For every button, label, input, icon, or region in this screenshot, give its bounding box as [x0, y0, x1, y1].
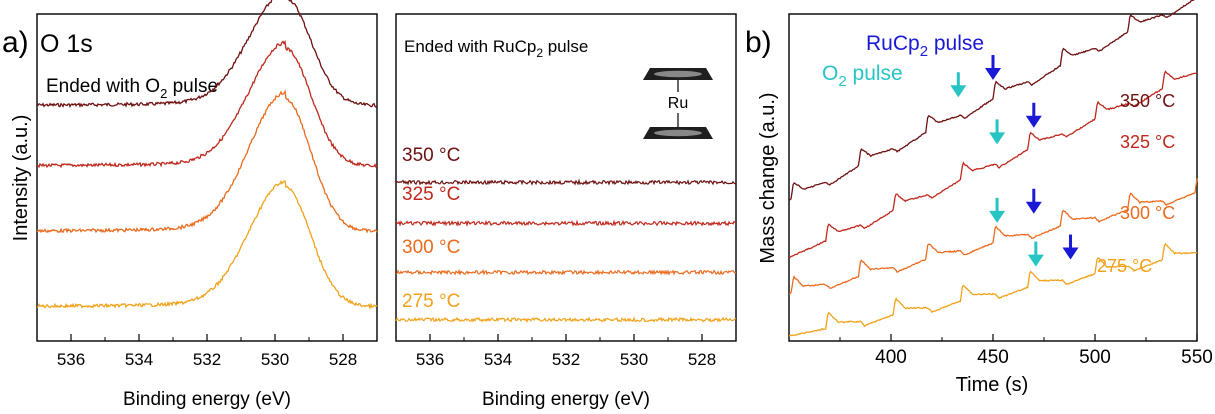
qcm-curve-350 [788, 0, 1195, 202]
qcm-curve-300 [789, 178, 1198, 295]
label-300-a2: 300 °C [402, 237, 460, 258]
panel-a1-xticks: 536 534 532 530 528 [36, 334, 378, 369]
panel-b: b) 400 450 500 550 RuCp2 pulse O2 pulse 350… [745, 0, 1213, 396]
qcm-curve-325 [788, 70, 1198, 259]
xtick-label: 528 [329, 350, 357, 369]
xtick-label: 532 [193, 350, 221, 369]
flat-curve-275 [395, 316, 737, 323]
panel-a2-xticks: 536 534 532 530 528 [395, 334, 737, 369]
panel-a-label: a) [2, 26, 29, 59]
xtick-label: 500 [1079, 347, 1111, 368]
ruthenocene-structure: Ru [643, 68, 713, 139]
label-325-b: 325 °C [1120, 132, 1175, 152]
flat-curve-350 [395, 178, 737, 186]
xtick-label: 534 [484, 350, 512, 369]
panel-a2-xlabel: Binding energy (eV) [482, 389, 650, 410]
cp-ring-bottom-center [654, 129, 702, 137]
xtick-label: 528 [688, 350, 716, 369]
pulse-arrow-head [1062, 247, 1079, 260]
pulse-arrow-head [985, 68, 1001, 81]
panel-b-xticks: 400 450 500 550 [839, 334, 1213, 368]
xtick-label: 532 [552, 350, 580, 369]
xps-curve-350 [36, 0, 378, 109]
panel-a1-title: Ended with O2 pulse [46, 76, 218, 101]
xtick-label: 550 [1181, 347, 1213, 368]
o2-pulse-annotation: O2 pulse [822, 62, 903, 90]
qcm-curve-275 [788, 242, 1198, 337]
pulse-arrow-head [1027, 254, 1044, 267]
panel-a1-ylabel: Intensity (a.u.) [10, 115, 32, 242]
xps-curve-275 [36, 179, 378, 310]
cp-ring-top-center [654, 70, 702, 78]
panel-b-curves [788, 0, 1198, 337]
pulse-arrow-head [950, 85, 967, 98]
xps-curve-325 [36, 39, 378, 169]
panel-a1-xlabel: Binding energy (eV) [123, 389, 291, 410]
panel-a-title: O 1s [40, 30, 93, 58]
panel-a-right: Ended with RuCp2 pulse 536 534 532 530 528 B… [395, 13, 737, 410]
flat-curve-325 [395, 219, 737, 228]
label-275-b: 275 °C [1097, 256, 1152, 276]
xtick-label: 534 [125, 350, 153, 369]
pulse-arrow-head [1025, 115, 1042, 128]
flat-curve-300 [395, 268, 737, 276]
panel-b-xlabel: Time (s) [956, 374, 1029, 396]
label-300-b: 300 °C [1120, 203, 1175, 223]
xps-curve-300 [36, 89, 378, 234]
xtick-label: 536 [57, 350, 85, 369]
pulse-arrow-head [989, 132, 1006, 145]
panel-a2-curves [395, 178, 737, 323]
pulse-arrow-head [1025, 201, 1042, 214]
panel-a2-title: Ended with RuCp2 pulse [404, 37, 588, 60]
ruc-pulse-annotation: RuCp2 pulse [866, 32, 984, 60]
label-350-b: 350 °C [1120, 91, 1175, 111]
xtick-label: 530 [620, 350, 648, 369]
panel-a-left: a) O 1s Ended with O2 pulse 536 534 532 530… [2, 0, 378, 410]
panel-b-ylabel: Mass change (a.u.) [757, 92, 779, 263]
label-350-a2: 350 °C [402, 145, 460, 166]
xtick-label: 530 [261, 350, 289, 369]
xtick-label: 400 [875, 347, 907, 368]
panel-b-label: b) [745, 26, 772, 59]
panel-a1-curves [36, 0, 378, 310]
ru-label: Ru [668, 95, 688, 112]
pulse-arrow-head [989, 210, 1006, 223]
label-325-a2: 325 °C [402, 184, 460, 205]
xtick-label: 450 [977, 347, 1009, 368]
xtick-label: 536 [416, 350, 444, 369]
label-275-a2: 275 °C [402, 291, 460, 312]
panel-b-arrows [950, 55, 1079, 267]
